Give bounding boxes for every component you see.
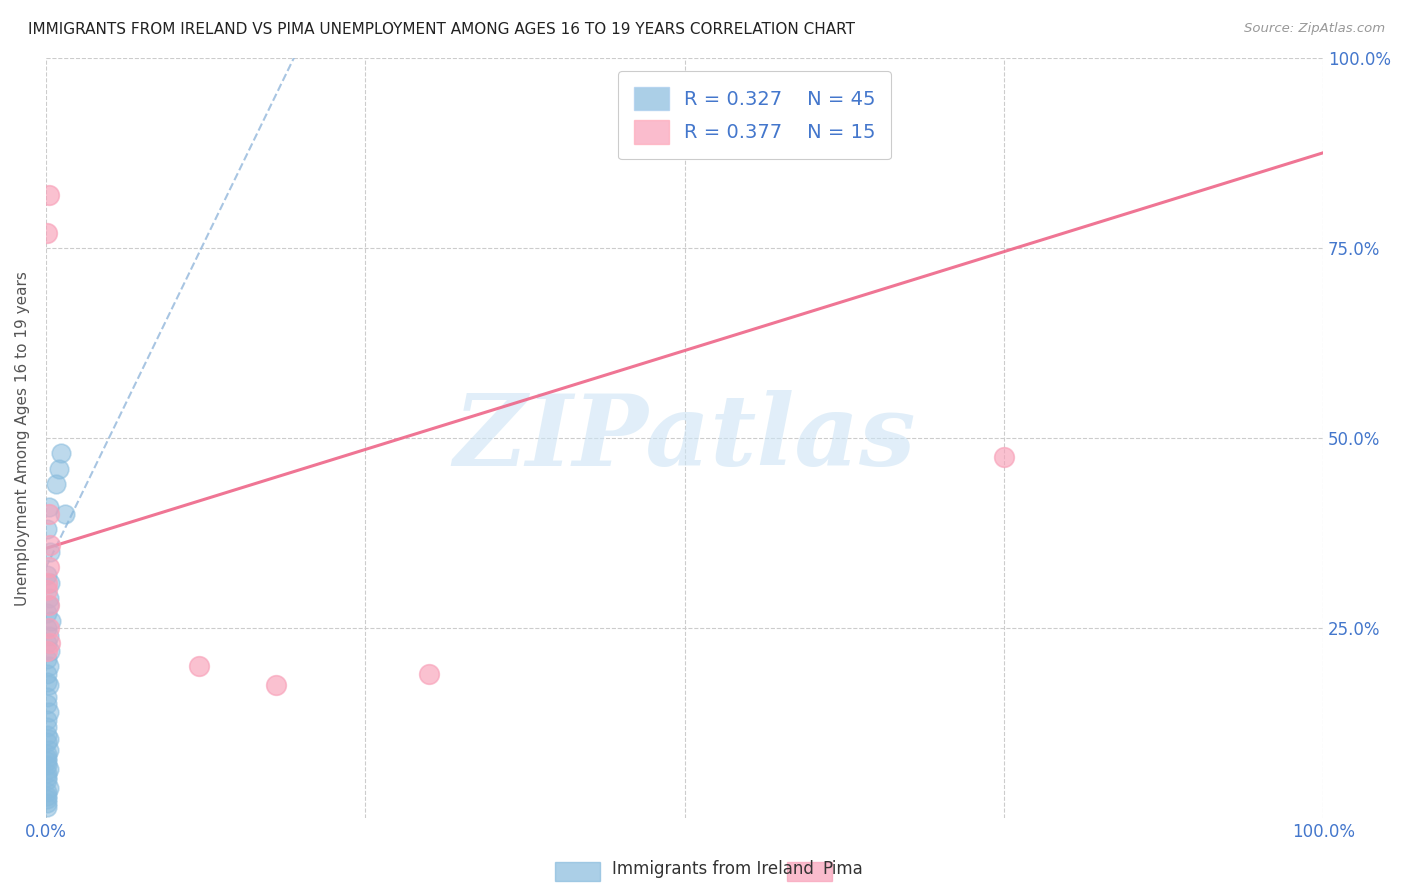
Point (37, 606, 59, 620)
Legend: R = 0.327    N = 45, R = 0.377    N = 15: R = 0.327 N = 45, R = 0.377 N = 15 (619, 71, 891, 160)
Point (37, 785, 59, 799)
Point (38, 507, 60, 521)
Point (38, 591, 60, 605)
Point (37, 720, 59, 734)
Point (38, 560, 60, 574)
Point (37, 644, 59, 658)
Point (37, 713, 59, 727)
Point (37, 575, 59, 590)
Point (38, 636, 60, 650)
Point (37, 651, 59, 665)
Point (37, 758, 59, 772)
Point (37, 765, 59, 780)
Point (37, 674, 59, 689)
Point (38, 644, 60, 658)
Point (39, 614, 62, 628)
Y-axis label: Unemployment Among Ages 16 to 19 years: Unemployment Among Ages 16 to 19 years (15, 270, 30, 606)
Point (188, 659, 211, 673)
Point (38, 621, 60, 635)
Point (37, 747, 59, 761)
Point (38, 629, 60, 643)
Point (38, 780, 60, 795)
Point (37, 226, 59, 240)
Point (37, 750, 59, 764)
Point (37, 667, 59, 681)
Point (37, 773, 59, 788)
Point (37, 735, 59, 749)
Point (38, 678, 60, 692)
Point (37, 796, 59, 810)
Text: Pima: Pima (823, 860, 863, 878)
Point (38, 731, 60, 746)
Point (38, 187, 60, 202)
Point (993, 450, 1015, 464)
Point (37, 568, 59, 582)
Point (45, 476, 67, 491)
Point (264, 678, 287, 692)
Point (37, 698, 59, 712)
Point (38, 659, 60, 673)
Point (38, 500, 60, 514)
Point (37, 728, 59, 742)
Point (37, 522, 59, 536)
Point (38, 575, 60, 590)
Point (37, 770, 59, 784)
Point (51, 446, 73, 460)
Point (38, 545, 60, 559)
Text: ZIPatlas: ZIPatlas (453, 390, 915, 486)
Point (38, 538, 60, 552)
Text: IMMIGRANTS FROM IRELAND VS PIMA UNEMPLOYMENT AMONG AGES 16 TO 19 YEARS CORRELATI: IMMIGRANTS FROM IRELAND VS PIMA UNEMPLOY… (28, 22, 855, 37)
Point (38, 743, 60, 757)
Point (37, 583, 59, 598)
Point (38, 705, 60, 719)
Point (37, 792, 59, 806)
Point (37, 755, 59, 769)
Point (37, 636, 59, 650)
Point (53, 507, 76, 521)
Point (37, 789, 59, 803)
Text: Immigrants from Ireland: Immigrants from Ireland (612, 860, 814, 878)
Point (38, 599, 60, 613)
Point (418, 667, 440, 681)
Point (38, 599, 60, 613)
Point (48, 461, 70, 475)
Point (37, 690, 59, 704)
Text: Source: ZipAtlas.com: Source: ZipAtlas.com (1244, 22, 1385, 36)
Point (37, 800, 59, 814)
Point (37, 621, 59, 635)
Point (38, 762, 60, 776)
